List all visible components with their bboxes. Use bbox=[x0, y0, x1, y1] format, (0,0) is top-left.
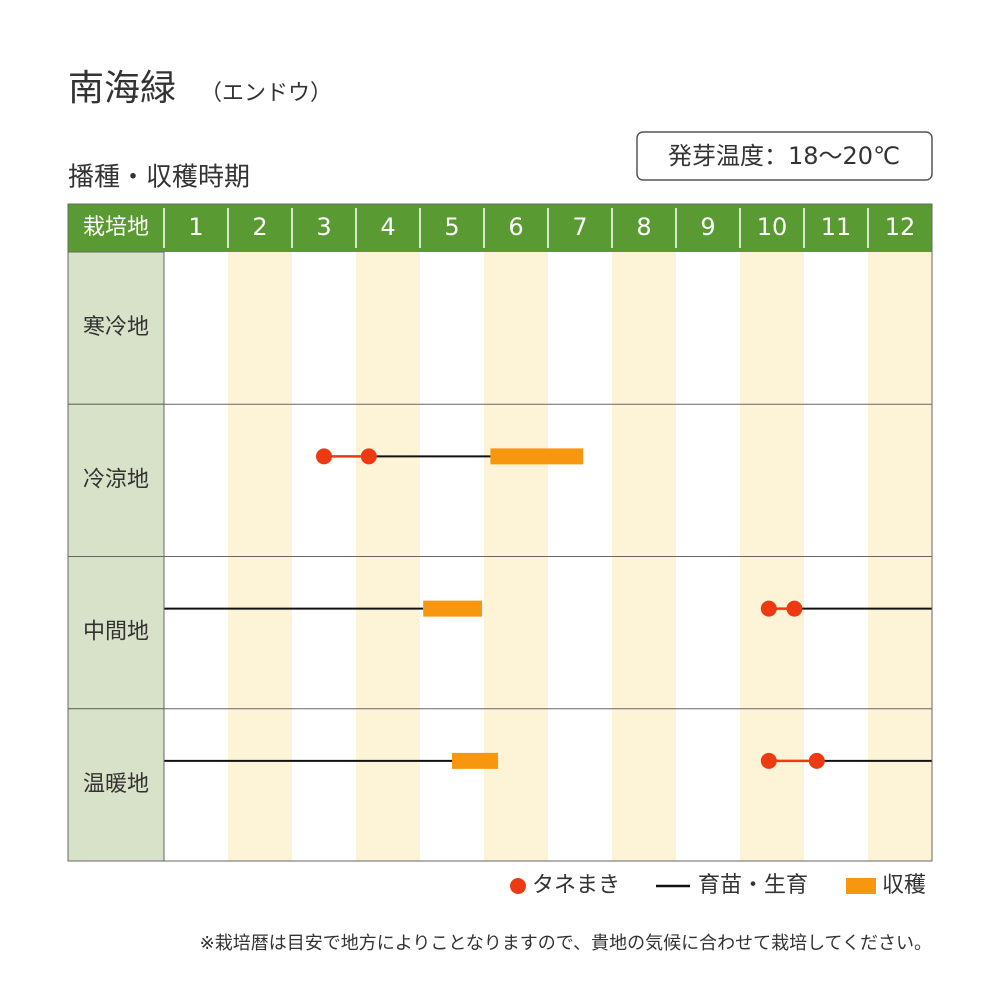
month-label: 5 bbox=[444, 213, 459, 241]
month-label: 6 bbox=[508, 213, 523, 241]
region-name: 寒冷地 bbox=[83, 315, 149, 340]
harvest-bar bbox=[452, 752, 499, 769]
region-cell bbox=[67, 251, 165, 405]
legend-sowing-swatch bbox=[510, 878, 526, 894]
row-header: 栽培地 bbox=[83, 215, 149, 240]
sowing-dot bbox=[316, 448, 332, 465]
sowing-dot bbox=[808, 752, 825, 769]
legend-growing: 育苗・生育 bbox=[698, 873, 808, 898]
sowing-dot bbox=[360, 448, 377, 465]
region-name: 温暖地 bbox=[83, 772, 149, 797]
germination: 発芽温度：18～20℃ bbox=[668, 142, 900, 170]
sowing-dot bbox=[760, 752, 777, 769]
month-label: 3 bbox=[316, 213, 331, 241]
legend-sowing: タネまき bbox=[532, 873, 620, 898]
month-label: 12 bbox=[885, 213, 916, 241]
region-cell bbox=[67, 403, 165, 557]
germination-box bbox=[636, 131, 933, 181]
header-row bbox=[68, 204, 932, 252]
legend-harvest: 収穫 bbox=[882, 873, 926, 898]
month-label: 8 bbox=[636, 213, 651, 241]
harvest-bar bbox=[490, 448, 584, 465]
month-label: 10 bbox=[757, 213, 788, 241]
sowing-dot bbox=[760, 600, 777, 617]
note: ※栽培暦は目安で地方によりことなりますので、貴地の気候に合わせて栽培してください… bbox=[200, 933, 932, 954]
subtitle: （エンドウ） bbox=[200, 81, 332, 106]
title: 南海緑 bbox=[68, 68, 176, 109]
region-name: 中間地 bbox=[83, 620, 149, 645]
month-label: 11 bbox=[821, 213, 852, 241]
month-label: 1 bbox=[188, 213, 203, 241]
region-cell bbox=[67, 708, 165, 862]
table-border bbox=[67, 203, 933, 862]
month-label: 4 bbox=[380, 213, 395, 241]
legend-harvest-swatch bbox=[846, 878, 876, 894]
section-title: 播種・収穫時期 bbox=[68, 163, 250, 193]
month-label: 9 bbox=[700, 213, 715, 241]
month-label: 2 bbox=[252, 213, 267, 241]
month-label: 7 bbox=[572, 213, 587, 241]
harvest-bar bbox=[423, 600, 483, 617]
sowing-dot bbox=[786, 600, 803, 617]
region-name: 冷涼地 bbox=[83, 467, 149, 492]
